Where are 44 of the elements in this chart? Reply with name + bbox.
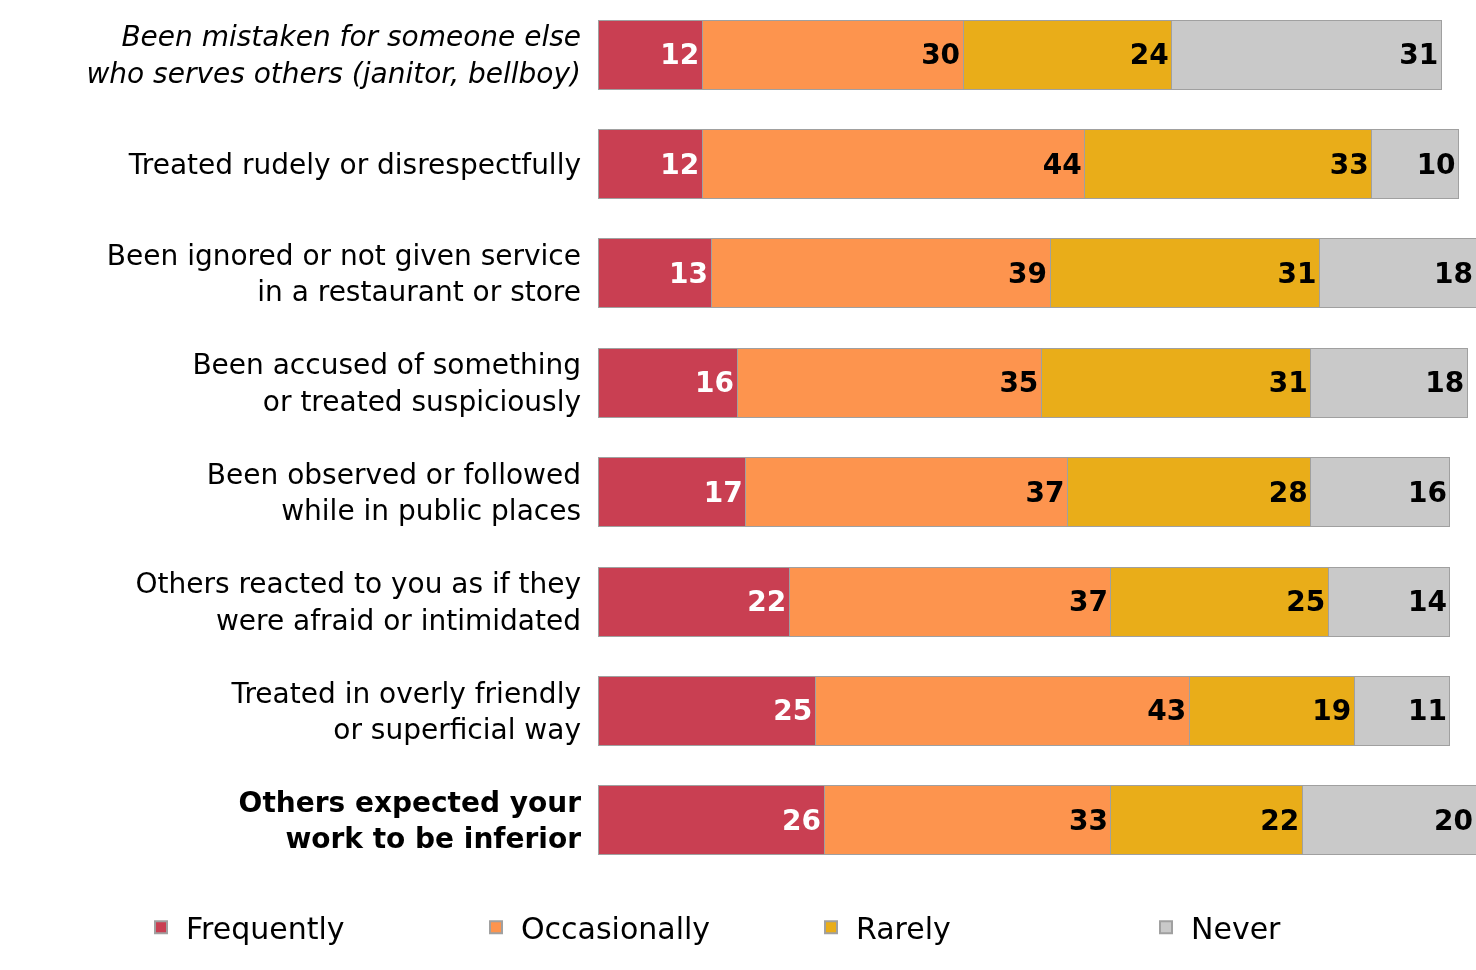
y-tick-label: Been mistaken for someone else who serves others (janitor, bellboy) [86,20,581,90]
y-tick-label: Been ignored or not given service in a restaurant or store [106,239,581,309]
data-label: 31 [1268,366,1308,400]
data-label: 16 [695,366,735,400]
data-label: 25 [773,694,813,728]
data-label: 39 [1008,256,1048,290]
data-label: 17 [703,475,743,509]
data-label: 11 [1407,694,1447,728]
legend-label: Rarely [856,910,951,946]
data-label: 30 [921,38,961,72]
y-tick-label: Others reacted to you as if they were afraid or intimidated [135,567,581,637]
data-label: 28 [1268,475,1308,509]
legend-label: Occasionally [521,910,711,946]
data-label: 16 [1407,475,1447,509]
data-label: 12 [660,147,700,181]
legend-label: Never [1191,910,1282,946]
data-label: 25 [1286,585,1326,619]
data-label: 19 [1312,694,1352,728]
data-label: 22 [1260,803,1300,837]
data-label: 37 [1068,585,1108,619]
data-label: 22 [747,585,787,619]
y-tick-label: Treated in overly friendly or superficial way [230,676,581,746]
data-label: 33 [1329,147,1369,181]
y-tick-label: Others expected your work to be inferior [238,785,582,856]
data-label: 12 [660,38,700,72]
data-label: 35 [999,366,1039,400]
data-label: 33 [1068,803,1108,837]
data-label: 20 [1434,803,1473,837]
y-tick-label: Treated rudely or disrespectfully [127,147,581,181]
data-label: 24 [1129,38,1169,72]
data-label: 13 [669,256,709,290]
data-label: 31 [1399,38,1439,72]
legend-label: Frequently [186,910,345,946]
data-label: 44 [1042,147,1082,181]
data-label: 10 [1416,147,1456,181]
data-label: 26 [782,803,822,837]
y-tick-label: Been accused of something or treated suspiciously [192,348,581,418]
data-label: 37 [1025,475,1065,509]
data-label: 31 [1277,256,1317,290]
data-label: 18 [1425,366,1465,400]
data-label: 14 [1407,585,1447,619]
data-label: 18 [1434,256,1473,290]
data-label: 43 [1147,694,1187,728]
y-tick-label: Been observed or followed while in public places [206,457,581,528]
